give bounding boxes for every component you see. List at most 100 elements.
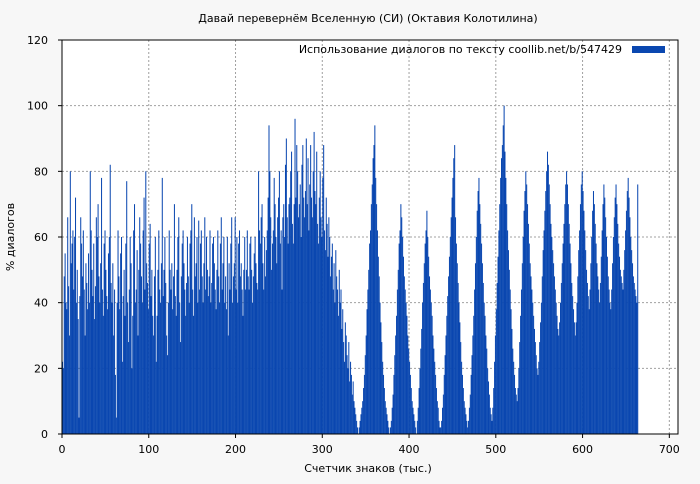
bar — [537, 374, 539, 434]
bar — [477, 191, 479, 434]
bar — [425, 230, 427, 434]
bar — [512, 348, 514, 434]
bar — [350, 374, 352, 434]
bar — [458, 302, 460, 434]
bar — [337, 289, 339, 434]
bar — [124, 315, 126, 434]
bar — [404, 289, 406, 434]
bar — [129, 237, 131, 434]
bar — [297, 217, 300, 434]
x-tick-label: 100 — [138, 443, 159, 456]
bar — [226, 237, 228, 434]
bar — [611, 289, 613, 434]
bar — [295, 197, 297, 434]
bar — [478, 177, 480, 434]
bar — [410, 388, 412, 434]
bar — [385, 407, 387, 434]
bar — [399, 230, 401, 434]
bar — [339, 302, 341, 434]
bar — [515, 394, 517, 434]
bar — [281, 289, 283, 434]
bar — [608, 289, 610, 434]
bar — [175, 315, 177, 434]
bar — [445, 335, 447, 434]
bar — [536, 368, 538, 434]
bar — [553, 276, 555, 434]
bar — [532, 302, 534, 434]
bar — [318, 197, 320, 434]
bar — [610, 309, 612, 434]
bar — [623, 269, 625, 434]
bar — [518, 368, 520, 434]
bar — [614, 197, 616, 434]
bar — [368, 269, 370, 434]
bar — [426, 210, 428, 434]
bar — [187, 276, 189, 434]
bar — [448, 256, 450, 434]
bar — [159, 289, 161, 434]
bar — [186, 282, 188, 434]
bar — [489, 407, 491, 434]
bar — [422, 282, 424, 434]
bar — [75, 197, 77, 434]
bar — [88, 253, 90, 434]
bar — [333, 263, 335, 434]
bar — [371, 184, 373, 434]
bar — [271, 243, 273, 434]
bar — [284, 164, 286, 434]
bar — [258, 230, 260, 434]
bar — [90, 230, 92, 434]
bar — [361, 407, 363, 434]
bar — [579, 204, 581, 434]
bar — [469, 394, 471, 434]
bar — [176, 269, 178, 434]
bar — [66, 309, 68, 434]
bar — [514, 388, 516, 434]
bar — [123, 269, 125, 434]
bar — [617, 223, 619, 434]
bar — [379, 302, 381, 434]
bar — [147, 282, 149, 434]
bar — [633, 282, 635, 434]
bar — [126, 181, 128, 434]
bar — [290, 171, 292, 435]
bar — [391, 407, 393, 434]
bar — [156, 315, 158, 434]
bar — [198, 220, 200, 434]
bar — [351, 394, 353, 434]
bar — [585, 250, 587, 434]
bar — [397, 269, 399, 434]
bar — [265, 250, 267, 434]
bar — [237, 302, 239, 434]
bar — [238, 230, 241, 434]
bar — [575, 322, 577, 434]
bar — [73, 289, 75, 434]
bar — [451, 197, 453, 434]
bar — [612, 237, 614, 434]
bar — [208, 276, 210, 434]
bar — [634, 289, 636, 434]
bar — [601, 230, 603, 434]
bar — [232, 276, 234, 434]
bar — [70, 263, 72, 434]
bar — [212, 237, 214, 434]
bar — [239, 276, 241, 434]
y-tick-label: 40 — [34, 297, 48, 310]
bar — [593, 204, 595, 434]
bar — [441, 420, 443, 434]
bar — [220, 217, 222, 434]
bar — [388, 427, 390, 434]
bar — [482, 282, 484, 434]
bar — [248, 289, 250, 434]
bar — [376, 230, 378, 434]
bar — [202, 302, 204, 434]
bar — [236, 237, 238, 434]
bar — [304, 217, 306, 434]
bar — [609, 302, 611, 434]
bar — [545, 191, 547, 434]
bar — [555, 302, 557, 434]
bar — [401, 217, 403, 434]
bar — [276, 263, 278, 434]
bar — [481, 263, 483, 434]
bar — [587, 296, 589, 434]
